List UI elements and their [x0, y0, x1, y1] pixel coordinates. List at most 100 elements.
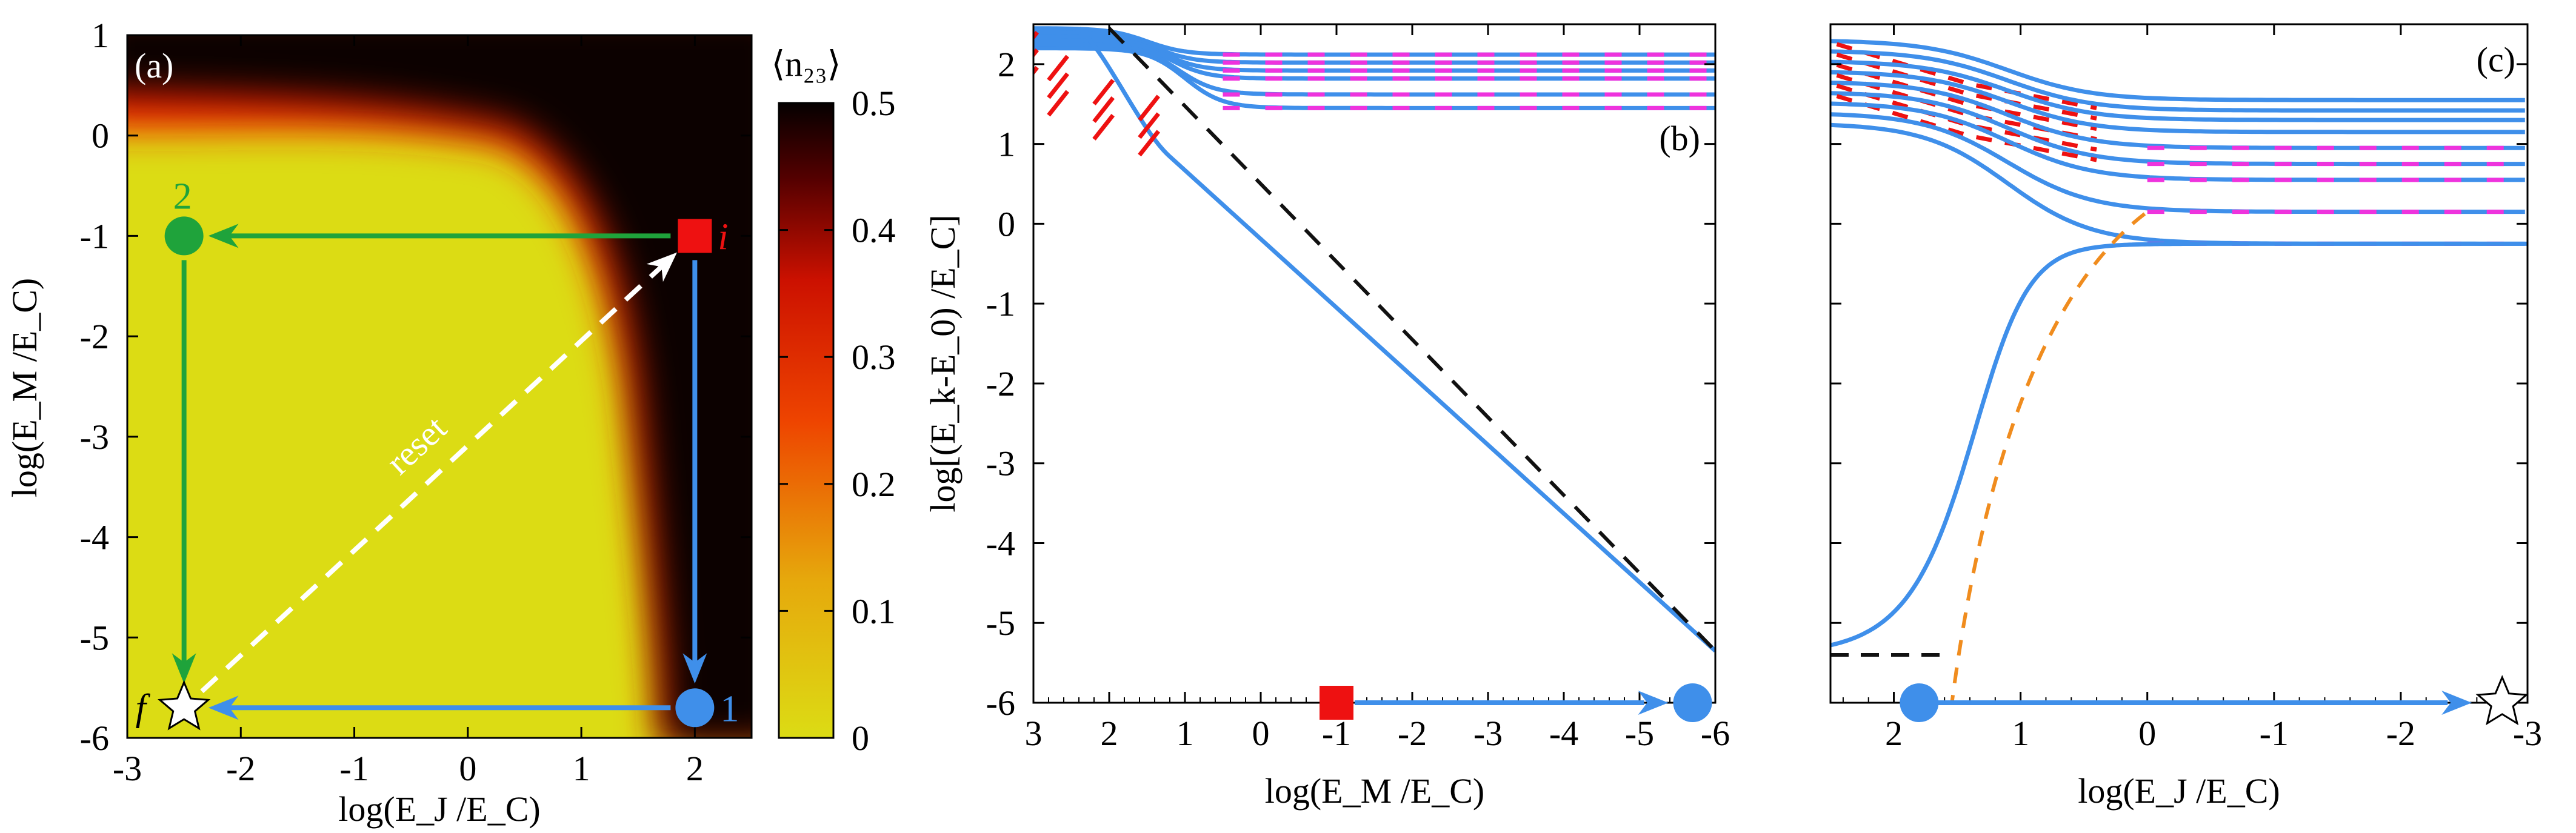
level-curve	[1830, 49, 2525, 113]
sweep-arrowhead	[1638, 691, 1669, 715]
y-tick-label: -4	[80, 518, 109, 557]
x-axis-label-b: log(E_M /E_C)	[1265, 771, 1484, 811]
y-tick-label: -6	[986, 683, 1015, 723]
x-tick-label: -3	[2513, 714, 2542, 753]
x-tick-label: -2	[226, 749, 255, 788]
asymptotic-level	[1047, 72, 1069, 99]
asymptotic-level	[1092, 79, 1115, 105]
marker-start	[1900, 683, 1939, 722]
lowest-level-curve	[1077, 27, 1715, 652]
y-tick-label: -1	[80, 216, 109, 256]
colorbar: 0 0.1 0.2 0.3 0.4 0.5 ⟨n₂₃⟩	[772, 44, 896, 758]
x-tick-label: -3	[113, 749, 142, 788]
y-tick-label: -4	[986, 523, 1015, 563]
asymptotic-level	[1138, 130, 1160, 157]
colorbar-tick-label: 0.5	[852, 84, 896, 123]
plot-frame-b	[1032, 23, 1717, 704]
y-tick-label: -5	[986, 603, 1015, 643]
colorbar-tick-label: 0	[852, 719, 869, 758]
ticks-c: 2 1 0 -1 -2 -3	[1830, 24, 2542, 753]
level-curve	[1033, 34, 1715, 73]
arrowhead-i-2	[208, 224, 239, 248]
y-tick-label: 0	[92, 116, 109, 156]
colorbar-tick-label: 0.1	[852, 591, 896, 631]
y-tick-label: 2	[998, 45, 1015, 84]
level-curve	[1830, 70, 2525, 134]
semiclassical-curve	[1950, 210, 2149, 703]
colorbar-gradient	[778, 102, 835, 739]
ticks-b: 3 2 1 0 -1 -2 -3 -4 -5 -6 2 1 0 -1 -2 -3 -4 -5 -6	[986, 24, 1730, 753]
y-tick-label: -1	[986, 284, 1015, 324]
arrowhead-f-i	[646, 252, 677, 282]
markers-b	[1320, 683, 1712, 722]
panel-b: 3 2 1 0 -1 -2 -3 -4 -5 -6 2 1 0 -1 -2 -3 -4 -5 -6 (b) log(…	[923, 23, 1730, 811]
marker-end	[1673, 683, 1712, 722]
x-tick-label: 0	[2138, 714, 2156, 753]
level-curve	[1830, 122, 2525, 246]
y-tick-label: -2	[986, 364, 1015, 403]
x-axis-label-c: log(E_J /E_C)	[2078, 771, 2280, 811]
x-tick-label: -1	[1322, 714, 1351, 753]
x-tick-label: -3	[1473, 714, 1503, 753]
asymptotic-level	[1092, 96, 1115, 123]
arrowhead-i-1	[682, 653, 707, 684]
point-label-i: i	[718, 216, 728, 257]
x-tick-label: 3	[1025, 714, 1043, 753]
x-tick-label: -1	[339, 749, 369, 788]
heatmap	[127, 35, 752, 738]
asymptotic-level	[1047, 55, 1069, 82]
y-axis-label-a: log(E_M /E_C)	[5, 278, 44, 497]
colorbar-title: ⟨n₂₃⟩	[772, 44, 841, 84]
y-tick-label: -6	[80, 719, 109, 758]
point-f	[157, 680, 211, 731]
x-tick-label: -1	[2260, 714, 2289, 753]
y-tick-label: -2	[80, 317, 109, 356]
path-f-i	[200, 259, 670, 694]
colorbar-tick-label: 0.3	[852, 337, 896, 377]
sweep-arrowhead	[2441, 691, 2472, 715]
x-tick-label: 2	[1101, 714, 1118, 753]
y-axis-label-b: log[(E_k-E_0) /E_C]	[923, 214, 963, 512]
x-tick-label: 2	[686, 749, 704, 788]
lowest-level-curve	[1830, 241, 2528, 648]
point-label-2: 2	[173, 176, 192, 217]
ticks-a: -3 -2 -1 0 1 210-1-2-3-4-5-6	[80, 16, 752, 788]
markers-c	[1900, 675, 2529, 726]
curves-c	[1830, 39, 2528, 703]
x-tick-label: -2	[1398, 714, 1427, 753]
point-1	[675, 688, 715, 728]
marker-start	[1320, 686, 1353, 720]
y-tick-label: 0	[998, 204, 1015, 244]
x-tick-label: -6	[1701, 714, 1730, 753]
panel-label-c: (c)	[2477, 40, 2515, 79]
point-2	[164, 216, 204, 256]
y-tick-label: 1	[998, 125, 1015, 164]
x-tick-label: 2	[1885, 714, 1903, 753]
y-tick-label: -5	[80, 618, 109, 657]
level-curve	[1033, 38, 1715, 81]
arrowhead-1-f	[208, 695, 239, 720]
x-tick-label: -5	[1625, 714, 1654, 753]
asymptotic-level	[1138, 112, 1160, 139]
x-tick-label: 1	[1176, 714, 1194, 753]
level-curve	[1033, 46, 1715, 110]
x-tick-label: 0	[1252, 714, 1270, 753]
x-tick-label: -4	[1549, 714, 1578, 753]
y-tick-label: -3	[986, 444, 1015, 483]
panel-label-a: (a)	[135, 46, 173, 85]
asymptotic-level	[1047, 90, 1069, 117]
level-curve	[1830, 39, 2525, 102]
x-tick-label: 1	[573, 749, 590, 788]
marker-end	[2475, 675, 2529, 726]
level-curve	[1830, 59, 2525, 122]
y-tick-label: -3	[80, 417, 109, 457]
colorbar-tick-label: 0.2	[852, 465, 896, 504]
point-i	[678, 219, 712, 253]
level-curve	[1033, 26, 1715, 57]
x-axis-label-a: log(E_J /E_C)	[338, 789, 540, 829]
x-tick-label: -2	[2386, 714, 2415, 753]
level-curve	[1033, 30, 1715, 65]
